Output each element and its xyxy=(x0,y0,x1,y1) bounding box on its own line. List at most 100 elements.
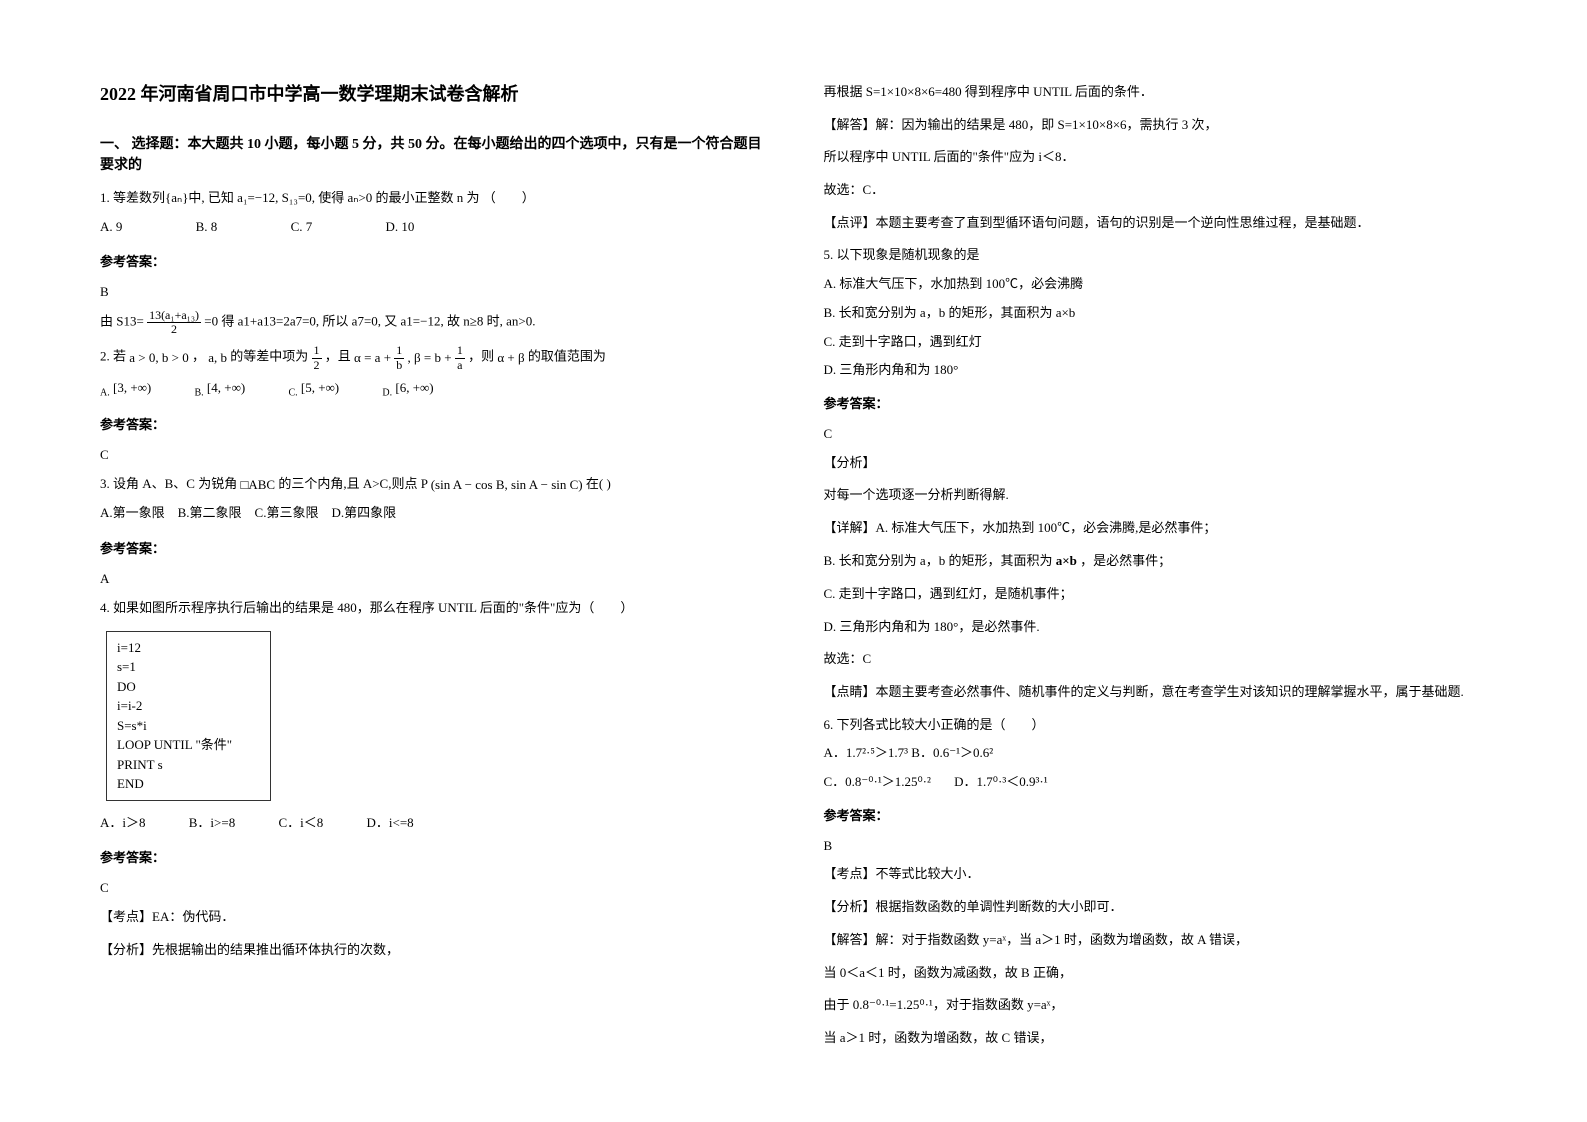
q2-frac2-num: 1 xyxy=(455,344,465,358)
q4-codebox: i=12 s=1 DO i=i-2 S=s*i LOOP UNTIL "条件" … xyxy=(106,631,271,801)
q6-optD: D．1.7⁰·³＜0.9³·¹ xyxy=(954,774,1047,789)
q3-coord: (sin A − cos B, sin A − sin C) xyxy=(431,473,583,498)
q3-text: 3. 设角 A、B、C 为锐角 □ABC 的三个内角,且 A>C,则点 P (s… xyxy=(100,472,764,497)
q4-code-1: i=12 xyxy=(117,638,260,658)
c2-l5: 【点评】本题主要考查了直到型循环语句问题，语句的识别是一个逆向性思维过程，是基础… xyxy=(824,211,1488,236)
q5-xjC: C. 走到十字路口，遇到红灯，是随机事件； xyxy=(824,582,1488,607)
exam-title: 2022 年河南省周口市中学高一数学理期末试卷含解析 xyxy=(100,80,764,106)
q1-answer-label: 参考答案： xyxy=(100,251,764,270)
q2-tail: 的取值范围为 xyxy=(528,349,606,364)
q6-text: 6. 下列各式比较大小正确的是（ ） xyxy=(824,713,1488,738)
q3-pre: 3. 设角 A、B、C 为锐角 xyxy=(100,476,237,491)
q4-code-7: PRINT s xyxy=(117,755,260,775)
q5-xjB-pre: B. 长和宽分别为 a，b 的矩形，其面积为 xyxy=(824,553,1053,568)
q2-optD-pre: D. xyxy=(382,387,392,398)
q1-optB: B. 8 xyxy=(196,215,218,240)
q4-code-4: i=i-2 xyxy=(117,696,260,716)
q2-frac1-den: b xyxy=(394,359,404,372)
c2-l4: 故选：C． xyxy=(824,178,1488,203)
q4-code-8: END xyxy=(117,774,260,794)
q6-jd2: 当 0＜a＜1 时，函数为减函数，故 B 正确， xyxy=(824,961,1488,986)
q2-optC: C. [5, +∞) xyxy=(288,376,339,403)
q5-xjB-suf: ，是必然事件； xyxy=(1080,553,1171,568)
q3-options: A.第一象限 B.第二象限 C.第三象限 D.第四象限 xyxy=(100,501,764,526)
q2-optA-pre: A. xyxy=(100,387,110,398)
q2-prefix: 2. 若 xyxy=(100,349,126,364)
q4-code-5: S=s*i xyxy=(117,716,260,736)
q2-half-den: 2 xyxy=(312,359,322,372)
q6-fx: 【分析】根据指数函数的单调性判断数的大小即可． xyxy=(824,895,1488,920)
q6-jd1: 【解答】解：对于指数函数 y=aˣ，当 a＞1 时，函数为增函数，故 A 错误， xyxy=(824,928,1488,953)
q5-sel: 故选：C xyxy=(824,647,1488,672)
q2-mid1: ， xyxy=(192,349,205,364)
q5-xjB-ab: a×b xyxy=(1056,549,1077,574)
q5-xjD: D. 三角形内角和为 180°，是必然事件. xyxy=(824,615,1488,640)
q2-frac2: 1 a xyxy=(455,344,465,371)
q5-xjB: B. 长和宽分别为 a，b 的矩形，其面积为 a×b ，是必然事件； xyxy=(824,549,1488,574)
left-column: 2022 年河南省周口市中学高一数学理期末试卷含解析 一、 选择题：本大题共 1… xyxy=(100,80,764,1042)
q4-answer-label: 参考答案： xyxy=(100,847,764,866)
q2-optB: B. [4, +∞) xyxy=(195,376,246,403)
q2-cond2: a, b xyxy=(208,346,227,371)
q4-code-3: DO xyxy=(117,677,260,697)
q4-fx: 【分析】先根据输出的结果推出循环体执行的次数， xyxy=(100,938,764,963)
q2-answer-letter: C xyxy=(100,443,764,468)
q4-kd: 【考点】EA：伪代码． xyxy=(100,905,764,930)
q4-code-6: LOOP UNTIL "条件" xyxy=(117,735,260,755)
q6-optAB: A．1.7²·⁵＞1.7³ B．0.6⁻¹＞0.6² xyxy=(824,741,1488,766)
q1-optD: D. 10 xyxy=(385,215,414,240)
q5-fx: 【分析】 xyxy=(824,451,1488,476)
q5-ds: 【点睛】本题主要考查必然事件、随机事件的定义与判断，意在考查学生对该知识的理解掌… xyxy=(824,680,1488,705)
q2-half-num: 1 xyxy=(312,344,322,358)
q5-optB: B. 长和宽分别为 a，b 的矩形，其面积为 a×b xyxy=(824,301,1488,326)
q2-mid2: 的等差中项为 xyxy=(230,349,308,364)
q1-explain: 由 S13= 13(a₁+a₁₃) 2 =0 得 a1+a13=2a7=0, 所… xyxy=(100,309,764,336)
q4-optC: C．i＜8 xyxy=(278,811,323,836)
q2-optC-pre: C. xyxy=(288,387,297,398)
q4-options: A．i＞8 B．i>=8 C．i＜8 D．i<=8 xyxy=(100,811,764,836)
q2-mid4: ，则 xyxy=(468,349,494,364)
q1-optC: C. 7 xyxy=(291,215,313,240)
q1-explain-body: =0 得 a1+a13=2a7=0, 所以 a7=0, 又 a1=−12, 故 … xyxy=(204,314,535,329)
q2-optB-pre: B. xyxy=(195,387,204,398)
q6-kd: 【考点】不等式比较大小． xyxy=(824,862,1488,887)
q5-xjA: 【详解】A. 标准大气压下，水加热到 100℃，必会沸腾,是必然事件； xyxy=(824,516,1488,541)
q3-mid: 的三个内角,且 A>C,则点 P xyxy=(278,476,427,491)
q4-answer-letter: C xyxy=(100,876,764,901)
q6-optB: B．0.6⁻¹＞0.6² xyxy=(911,745,993,760)
c2-l1: 再根据 S=1×10×8×6=480 得到程序中 UNTIL 后面的条件． xyxy=(824,80,1488,105)
q5-optA: A. 标准大气压下，水加热到 100℃，必会沸腾 xyxy=(824,272,1488,297)
q5-answer-letter: C xyxy=(824,422,1488,447)
q2-comma: , β = b + xyxy=(408,346,452,371)
q2-alpha-a: α = a + xyxy=(354,346,391,371)
q1-optA: A. 9 xyxy=(100,215,122,240)
q6-answer-label: 参考答案： xyxy=(824,805,1488,824)
right-column: 再根据 S=1×10×8×6=480 得到程序中 UNTIL 后面的条件． 【解… xyxy=(824,80,1488,1042)
section-1-heading: 一、 选择题：本大题共 10 小题，每小题 5 分，共 50 分。在每小题给出的… xyxy=(100,134,764,176)
q2-text: 2. 若 a > 0, b > 0 ， a, b 的等差中项为 1 2 ，且 α… xyxy=(100,344,764,371)
q2-frac1: 1 b xyxy=(394,344,404,371)
q2-frac2-den: a xyxy=(455,359,465,372)
q4-optB: B．i>=8 xyxy=(189,811,235,836)
q3-suf: 在( ) xyxy=(586,476,611,491)
q2-options: A. [3, +∞) B. [4, +∞) C. [5, +∞) D. [6, … xyxy=(100,376,764,403)
q6-optA: A．1.7²·⁵＞1.7³ xyxy=(824,745,909,760)
q2-optA-val: [3, +∞) xyxy=(113,376,151,401)
q2-answer-label: 参考答案： xyxy=(100,414,764,433)
q2-optA: A. [3, +∞) xyxy=(100,376,151,403)
q1-text: 1. 等差数列{aₙ}中, 已知 a₁=−12, S₁₃=0, 使得 aₙ>0 … xyxy=(100,186,764,211)
q2-optD: D. [6, +∞) xyxy=(382,376,433,403)
q6-optCD: C．0.8⁻⁰·¹＞1.25⁰·² D．1.7⁰·³＜0.9³·¹ xyxy=(824,770,1488,795)
q5-text: 5. 以下现象是随机现象的是 xyxy=(824,243,1488,268)
q2-cond1: a > 0, b > 0 xyxy=(129,346,188,371)
c2-l2: 【解答】解：因为输出的结果是 480，即 S=1×10×8×6，需执行 3 次， xyxy=(824,113,1488,138)
q1-frac-den: 2 xyxy=(147,323,201,336)
q4-code-2: s=1 xyxy=(117,657,260,677)
q6-answer-letter: B xyxy=(824,834,1488,859)
q3-answer-letter: A xyxy=(100,567,764,592)
q2-optC-val: [5, +∞) xyxy=(301,376,339,401)
c2-l3: 所以程序中 UNTIL 后面的"条件"应为 i＜8． xyxy=(824,145,1488,170)
q2-half: 1 2 xyxy=(312,344,322,371)
q2-optD-val: [6, +∞) xyxy=(395,376,433,401)
q4-optD: D．i<=8 xyxy=(367,811,414,836)
